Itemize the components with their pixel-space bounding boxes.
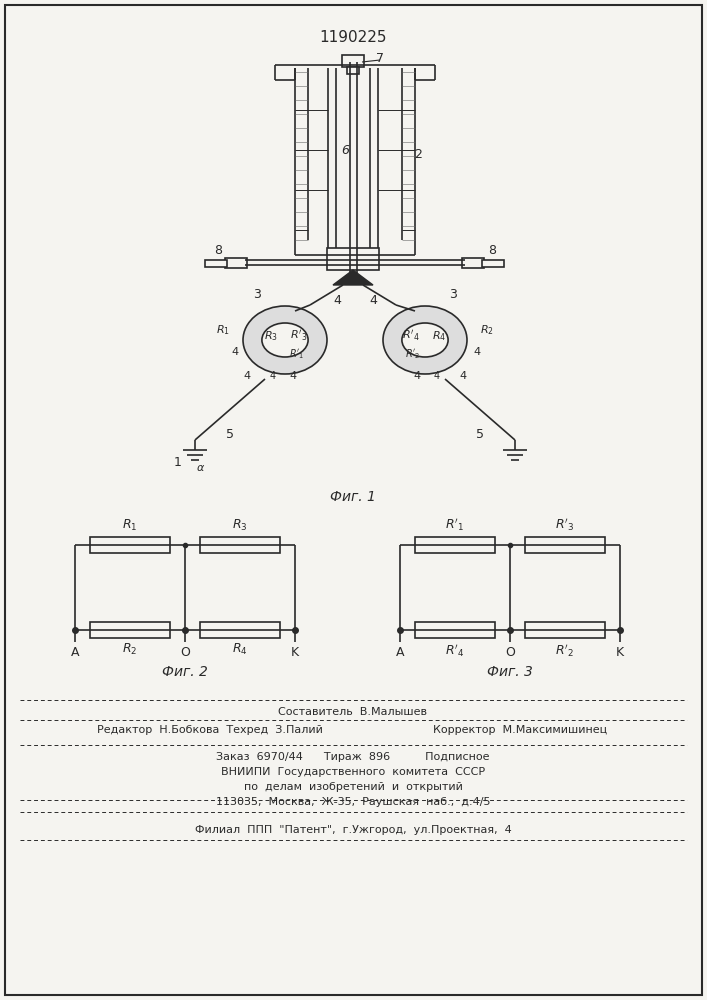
Ellipse shape [262, 323, 308, 357]
Text: O: O [180, 646, 190, 659]
Text: 4: 4 [369, 294, 377, 306]
Bar [90, 622, 170, 638]
Text: 4: 4 [231, 347, 238, 357]
Text: A: A [396, 646, 404, 659]
Bar [342, 55, 364, 67]
Text: 2: 2 [414, 148, 422, 161]
Text: $R'_4$: $R'_4$ [445, 642, 464, 659]
Text: α: α [197, 463, 204, 473]
Text: 113035,  Москва,  Ж-35,  Раушская  наб.,  д.4/5: 113035, Москва, Ж-35, Раушская наб., д.4… [216, 797, 490, 807]
Text: 8: 8 [488, 243, 496, 256]
Text: Корректор  М.Максимишинец: Корректор М.Максимишинец [433, 725, 607, 735]
Text: $R_1$: $R_1$ [216, 323, 230, 337]
Text: Заказ  6970/44      Тираж  896          Подписное: Заказ 6970/44 Тираж 896 Подписное [216, 752, 490, 762]
Text: 4: 4 [270, 371, 276, 381]
Text: 4: 4 [460, 371, 467, 381]
Text: 4: 4 [333, 294, 341, 306]
Bar [200, 537, 280, 553]
Text: $R'_4$: $R'_4$ [402, 329, 420, 343]
Text: K: K [291, 646, 299, 659]
Text: $R_2$: $R_2$ [480, 323, 494, 337]
Bar [90, 537, 170, 553]
Ellipse shape [243, 306, 327, 374]
Text: 3: 3 [253, 288, 261, 300]
Text: Редактор  Н.Бобкова  Техред  З.Палий: Редактор Н.Бобкова Техред З.Палий [97, 725, 323, 735]
Text: Филиал  ППП  "Патент",  г.Ужгород,  ул.Проектная,  4: Филиал ППП "Патент", г.Ужгород, ул.Проек… [194, 825, 511, 835]
Text: $R'_3$: $R'_3$ [291, 329, 308, 343]
Text: 7: 7 [376, 51, 384, 64]
Bar [482, 260, 504, 267]
Bar [525, 537, 605, 553]
Text: $R_1$: $R_1$ [122, 518, 138, 533]
Text: по  делам  изобретений  и  открытий: по делам изобретений и открытий [244, 782, 462, 792]
Bar [462, 258, 484, 268]
Text: Фиг. 1: Фиг. 1 [330, 490, 376, 504]
Text: $R_4$: $R_4$ [432, 329, 446, 343]
Text: 4: 4 [474, 347, 481, 357]
Ellipse shape [402, 323, 448, 357]
Ellipse shape [383, 306, 467, 374]
Text: 5: 5 [226, 428, 234, 442]
Text: 4: 4 [289, 371, 296, 381]
Bar [415, 537, 495, 553]
Text: $R_4$: $R_4$ [232, 642, 248, 657]
Text: $R'_2$: $R'_2$ [556, 642, 575, 659]
Text: 4: 4 [243, 371, 250, 381]
Text: $R_3$: $R_3$ [264, 329, 278, 343]
Bar [525, 622, 605, 638]
Bar [327, 248, 379, 270]
Bar [200, 622, 280, 638]
Text: 5: 5 [476, 428, 484, 442]
Polygon shape [333, 270, 373, 285]
Text: 8: 8 [214, 243, 222, 256]
Bar [347, 67, 359, 74]
Text: $R'_1$: $R'_1$ [289, 347, 305, 361]
Text: $R_2$: $R_2$ [122, 642, 138, 657]
Text: Фиг. 2: Фиг. 2 [162, 665, 208, 679]
Text: 4: 4 [414, 371, 421, 381]
Text: A: A [71, 646, 79, 659]
Text: $R'_3$: $R'_3$ [556, 516, 575, 533]
Text: ВНИИПИ  Государственного  комитета  СССР: ВНИИПИ Государственного комитета СССР [221, 767, 485, 777]
Bar [415, 622, 495, 638]
Text: 1190225: 1190225 [320, 30, 387, 45]
Text: 3: 3 [449, 288, 457, 300]
Text: Составитель  В.Малышев: Составитель В.Малышев [279, 707, 428, 717]
Text: $R'_2$: $R'_2$ [405, 347, 421, 361]
Text: $R'_1$: $R'_1$ [445, 516, 464, 533]
Text: Фиг. 3: Фиг. 3 [487, 665, 533, 679]
Text: $R_3$: $R_3$ [232, 518, 247, 533]
Text: 6: 6 [341, 143, 349, 156]
Text: O: O [505, 646, 515, 659]
Text: 4: 4 [434, 371, 440, 381]
Text: K: K [616, 646, 624, 659]
Text: 1: 1 [174, 456, 182, 468]
Bar [205, 260, 227, 267]
Bar [225, 258, 247, 268]
